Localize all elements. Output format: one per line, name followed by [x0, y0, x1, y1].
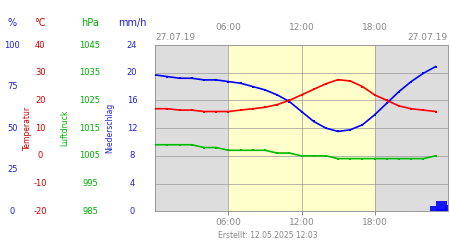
Text: -10: -10	[34, 179, 47, 188]
Bar	[436, 209, 447, 211]
Text: 30: 30	[35, 68, 46, 77]
Text: 12:00: 12:00	[288, 24, 315, 32]
Bar	[436, 201, 447, 211]
Text: 27.07.19: 27.07.19	[408, 34, 448, 42]
Text: 10: 10	[35, 124, 45, 132]
Text: mm/h: mm/h	[118, 18, 146, 28]
Text: 100: 100	[4, 40, 20, 50]
Text: 50: 50	[7, 124, 18, 132]
Text: 995: 995	[82, 179, 98, 188]
Text: 25: 25	[7, 165, 18, 174]
Text: 06:00: 06:00	[216, 24, 241, 32]
Text: 1045: 1045	[80, 40, 100, 50]
Text: 4: 4	[129, 179, 135, 188]
Bar	[430, 206, 436, 211]
Bar	[228, 45, 374, 211]
Bar	[374, 45, 448, 211]
Text: -20: -20	[34, 207, 47, 216]
Text: 27.07.19: 27.07.19	[155, 34, 195, 42]
Bar	[155, 45, 228, 211]
Text: Erstellt: 12.05.2025 12:03: Erstellt: 12.05.2025 12:03	[218, 231, 318, 240]
Text: 20: 20	[35, 96, 45, 105]
Text: 985: 985	[82, 207, 98, 216]
Text: 1025: 1025	[80, 96, 100, 105]
Text: Luftdruck: Luftdruck	[61, 110, 70, 146]
Text: 20: 20	[127, 68, 137, 77]
Text: 75: 75	[7, 82, 18, 91]
Text: 1035: 1035	[80, 68, 101, 77]
Text: 0: 0	[38, 152, 43, 160]
Text: 12: 12	[127, 124, 137, 132]
Text: 1005: 1005	[80, 152, 100, 160]
Text: 1015: 1015	[80, 124, 100, 132]
Text: Niederschlag: Niederschlag	[106, 103, 115, 153]
Text: 0: 0	[10, 207, 15, 216]
Text: 0: 0	[129, 207, 135, 216]
Text: %: %	[8, 18, 17, 28]
Text: °C: °C	[35, 18, 46, 28]
Text: 24: 24	[127, 40, 137, 50]
Text: 18:00: 18:00	[362, 24, 387, 32]
Bar	[445, 204, 448, 211]
Text: 40: 40	[35, 40, 45, 50]
Text: Temperatur: Temperatur	[22, 106, 32, 150]
Text: 8: 8	[129, 152, 135, 160]
Text: 16: 16	[126, 96, 137, 105]
Text: hPa: hPa	[81, 18, 99, 28]
